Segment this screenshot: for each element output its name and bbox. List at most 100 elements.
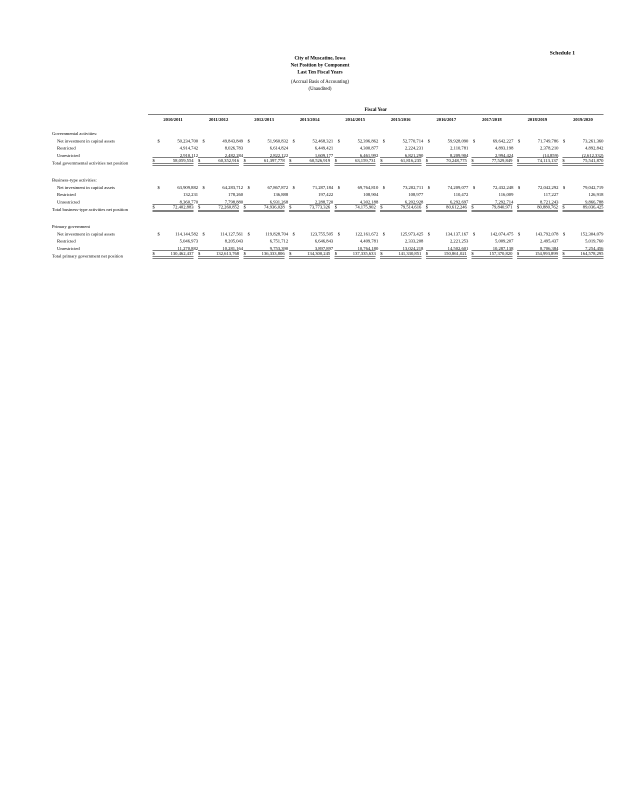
value-inner: $63,909,882 [158,185,199,190]
component-row: Restricted 5,046,973 8,205,043 6,751,712 6,6… [52,236,604,244]
value: 69,642,227 [492,138,514,144]
dollar-sign: $ [425,157,429,163]
value-inner: $52,396,862 [338,138,379,143]
value-cell: 178,260 [198,192,243,197]
value-inner: $132,613,768 [198,250,240,259]
value-inner: 178,260 [203,192,243,197]
value: 73,773,326 [309,204,331,210]
value-cell: 8,205,043 [198,239,243,244]
value-inner: 6,821,290 [383,152,424,158]
value: 2,288,720 [314,199,334,205]
value-cell: 116,009 [468,192,514,197]
value-inner: 7,292,714 [473,199,513,204]
value-inner: $152,304,079 [563,231,604,236]
year-label: 2018/2019 [527,116,548,122]
total-row: Total primary government net position $13… [52,250,604,259]
value: 2,994,424 [495,152,514,158]
value-inner: $114,127,561 [203,231,244,236]
title-block: City of Muscatine, Iowa Net Position by … [22,55,618,93]
dollar-sign: $ [516,157,520,163]
value-inner: 2,994,424 [473,152,514,158]
value-cell: $50,234,700 [153,138,199,143]
value-cell: $52,468,321 [288,138,334,143]
value: 6,292,697 [449,199,469,205]
dollar-sign: $ [472,184,476,190]
value-inner: 4,409,781 [338,239,378,244]
value-inner: $52,468,321 [293,138,334,143]
component-row: Unrestricted 11,270,882 10,281,164 9,753,39… [52,244,604,251]
value-inner: $60,352,916 [198,157,240,166]
value-inner: $72,260,852 [198,203,240,212]
value-inner: 5,046,973 [158,239,198,244]
value: 74,209,077 [447,184,469,190]
value: 6,646,843 [314,238,334,244]
value-cell: $74,209,077 [423,184,469,190]
value-cell: $136,333,806 [239,250,285,259]
value-inner: 2,910,112 [158,153,198,158]
year-column: 2012/2013 [239,117,285,122]
value-cell: $71,287,184 [288,185,334,190]
value: 6,821,290 [404,152,424,158]
row-label: Restricted [57,145,76,151]
component-row: Unrestricted 2,910,112 2,482,284 2,822,122 1… [52,151,604,158]
value-cell: $60,352,916 [194,157,240,166]
value-inner: $79,042,719 [563,185,604,190]
dollar-sign: $ [152,157,155,163]
value: 13,024,218 [402,245,424,251]
value: 2,221,253 [449,238,469,244]
value-cell: $69,642,227 [468,138,514,144]
total-row: Total business-type activities net posit… [52,203,604,212]
fiscal-year-header: Fiscal Year [148,107,604,115]
net-position-table: Fiscal Year 2010/2011 2011/2012 2012/2013 2… [52,107,604,259]
value-cell: $150,861,021 [421,250,467,259]
value-inner: 10,287,138 [473,246,514,251]
value-inner: 13,024,218 [383,246,424,251]
value: 8,209,904 [449,152,469,158]
value: 71,749,786 [537,138,559,144]
row-label: Net investment in capital assets [57,184,115,190]
value-cell: $80,612,246 [421,203,467,212]
value-inner: $150,861,021 [425,250,467,259]
value-inner: $122,161,672 [338,231,379,236]
dollar-sign: $ [157,184,160,190]
value-inner: 2,333,208 [383,239,423,244]
value-inner: 3,897,897 [293,246,333,251]
dollar-sign: $ [334,250,337,256]
section-header-label: Governmental activities: [52,131,98,137]
value-cell: $74,113,137 [512,157,558,166]
value-cell: $125,973,425 [378,231,424,236]
value-inner: 8,205,043 [203,239,243,244]
dollar-sign: $ [427,184,431,190]
value-cell: $80,880,762 [512,203,558,212]
value-cell: $73,773,326 [285,203,331,212]
value: 74,113,137 [537,157,558,163]
value-cell: 126,918 [558,192,604,197]
value-inner: 6,449,421 [293,146,333,151]
year-label: 2019/2020 [573,116,593,122]
value-inner: $58,059,554 [152,157,194,166]
value-inner: 7,254,456 [563,245,604,251]
value-inner: (14,859) [518,153,559,158]
value: 130,462,437 [170,250,194,256]
value-cell: 7,798,880 [198,199,243,204]
value: 164,578,295 [580,250,604,256]
value: 4,302,188 [359,199,379,205]
dollar-sign: $ [516,250,520,256]
year-label: 2010/2011 [163,116,183,122]
row-label: Total governmental activities net positi… [52,160,129,166]
value-cell: 2,333,208 [378,239,423,244]
value: 6,931,268 [269,199,289,205]
value: 60,526,919 [309,157,331,163]
value-cell: $64,283,712 [198,185,244,190]
value-cell: 110,472 [423,192,469,197]
value: 7,254,456 [585,245,604,251]
value: 72,402,883 [172,204,194,210]
value-cell: $134,300,245 [285,250,331,259]
value-inner: (2,612,332) [563,153,603,158]
value-inner: 11,270,882 [158,246,199,251]
value-cell: 108,977 [378,192,423,197]
value-inner: $59,928,090 [428,138,469,143]
value-cell: 117,227 [513,192,559,197]
dollar-sign: $ [380,157,383,163]
value-cell: 6,292,697 [423,199,468,204]
